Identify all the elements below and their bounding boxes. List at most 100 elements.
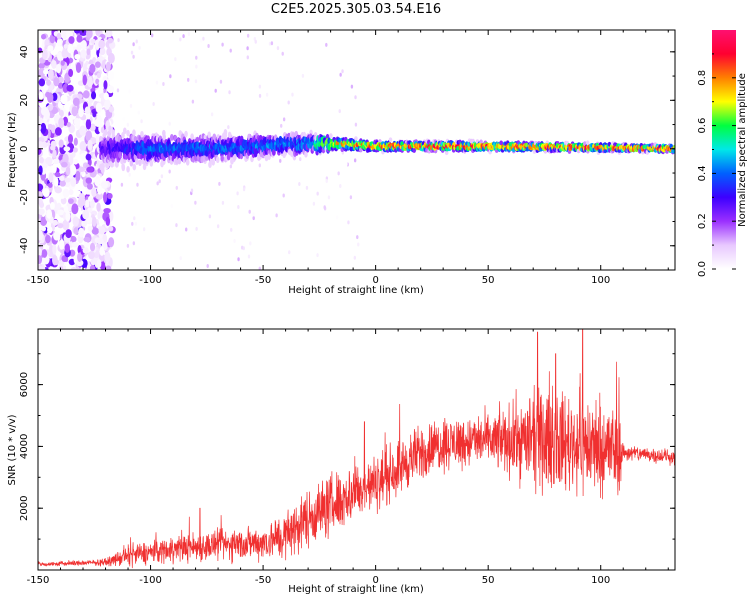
spectrum-cell (38, 141, 44, 150)
spectrum-cell (291, 92, 294, 97)
snr-xlabel: Height of straight line (km) (288, 584, 424, 595)
spectrum-cell (170, 133, 174, 141)
spectrum-cell (207, 131, 211, 139)
x-tick-label: 50 (482, 275, 495, 286)
spectrum-cell (128, 89, 131, 94)
spectrum-cell (282, 117, 286, 122)
spectrum-cell (444, 150, 449, 156)
colorbar-tick-label: 0.6 (697, 118, 708, 134)
spectrum-cell (91, 227, 99, 235)
spectrum-cell (82, 209, 90, 220)
spectrum-cell (85, 30, 93, 39)
spectrum-cell (338, 109, 341, 114)
snr-frame (37, 328, 676, 571)
spectrum-cell (75, 170, 81, 182)
spectrum-cell (103, 92, 109, 101)
y-tick-label: 0 (19, 146, 30, 152)
spectrum-cell (252, 212, 255, 217)
spectrum-cell (71, 203, 79, 215)
spectrum-cell (58, 260, 65, 267)
spectrum-cell (64, 243, 70, 253)
spectrum-cell (187, 77, 190, 82)
spectrum-cell (67, 133, 74, 144)
spectrum-cell (100, 181, 109, 189)
spectrum-cell (69, 235, 77, 243)
spectrum-cell (99, 47, 106, 56)
spectrum-cell (210, 112, 214, 117)
spectrum-cell (339, 183, 342, 188)
spectrum-cell (47, 103, 54, 111)
x-tick-label: 100 (591, 275, 610, 286)
spectrum-cell (62, 153, 69, 165)
y-tick-label: 6000 (19, 372, 30, 397)
spectrum-cell (280, 123, 283, 128)
spectrum-cell (75, 62, 82, 74)
spectrum-cell (138, 45, 141, 50)
spectrum-cell (52, 219, 59, 226)
spectrum-cell (248, 209, 251, 214)
spectrum-cell (61, 48, 69, 59)
spectrum-cell (63, 205, 69, 213)
spectrum-cell (105, 265, 112, 270)
spectrum-cell (357, 242, 360, 247)
spectrum-cell (132, 241, 136, 246)
spectrum-cell (79, 125, 87, 136)
spectrum-cell (316, 191, 319, 196)
spectrum-cell (38, 255, 43, 265)
spectrum-cell (67, 43, 74, 54)
spectrum-cell (252, 216, 255, 221)
spectrum-cell (89, 242, 96, 252)
spectrum-cell (137, 110, 140, 115)
spectrum-cell (104, 251, 111, 263)
spectrum-cell (316, 253, 319, 258)
spectrum-cell (150, 33, 154, 38)
spectrum-cell (48, 172, 54, 183)
spectrum-cell (87, 76, 93, 88)
spectrum-cell (160, 174, 164, 179)
spectrum-cell (57, 82, 64, 89)
spectrum-cell (41, 33, 47, 40)
spectrum-cell (107, 192, 113, 200)
spectrum-cell (68, 189, 74, 196)
spectrum-cell (325, 179, 328, 184)
spectrum-cell (94, 39, 100, 51)
spectrum-cell (220, 155, 224, 162)
spectrum-cell (69, 154, 74, 165)
spectrum-cell (195, 64, 198, 69)
spectrum-cell (71, 241, 79, 248)
spectrum-cell (98, 217, 105, 225)
spectrum-cell (85, 118, 92, 130)
spectrum-cell (499, 140, 503, 146)
spectrum-cell (388, 137, 393, 143)
spectrum-cell (38, 248, 43, 257)
spectrum-cell (341, 69, 344, 74)
spectrum-cell (68, 68, 74, 78)
spectrum-cell (223, 132, 228, 139)
spectrum-cell (254, 39, 257, 44)
spectrum-cell (87, 207, 93, 213)
spectrum-cell (108, 226, 114, 232)
spectrum-cell (218, 181, 221, 186)
spectrum-cell (68, 258, 76, 266)
spectrum-cell (287, 100, 290, 105)
spectrum-cell (532, 149, 537, 154)
spectrum-cell (279, 158, 282, 163)
spectrum-cell (62, 188, 70, 198)
spectrum-cell (187, 32, 191, 37)
spectrum-cell (356, 235, 359, 240)
spectrogram-frame (37, 29, 676, 271)
spectrum-cell (132, 42, 135, 47)
spectrum-cell (98, 39, 106, 49)
spectrum-cell (206, 263, 209, 268)
spectrum-cell (195, 226, 198, 231)
spectrum-cell (349, 195, 353, 200)
spectrum-cell (354, 136, 358, 142)
spectrum-cell (52, 149, 57, 158)
spectrum-cell (47, 123, 53, 129)
spectrum-cell (101, 162, 105, 170)
x-tick-label: 0 (372, 575, 378, 586)
spectrum-cell (195, 55, 198, 60)
spectrum-cell (185, 159, 190, 166)
spectrum-cell (54, 177, 59, 187)
